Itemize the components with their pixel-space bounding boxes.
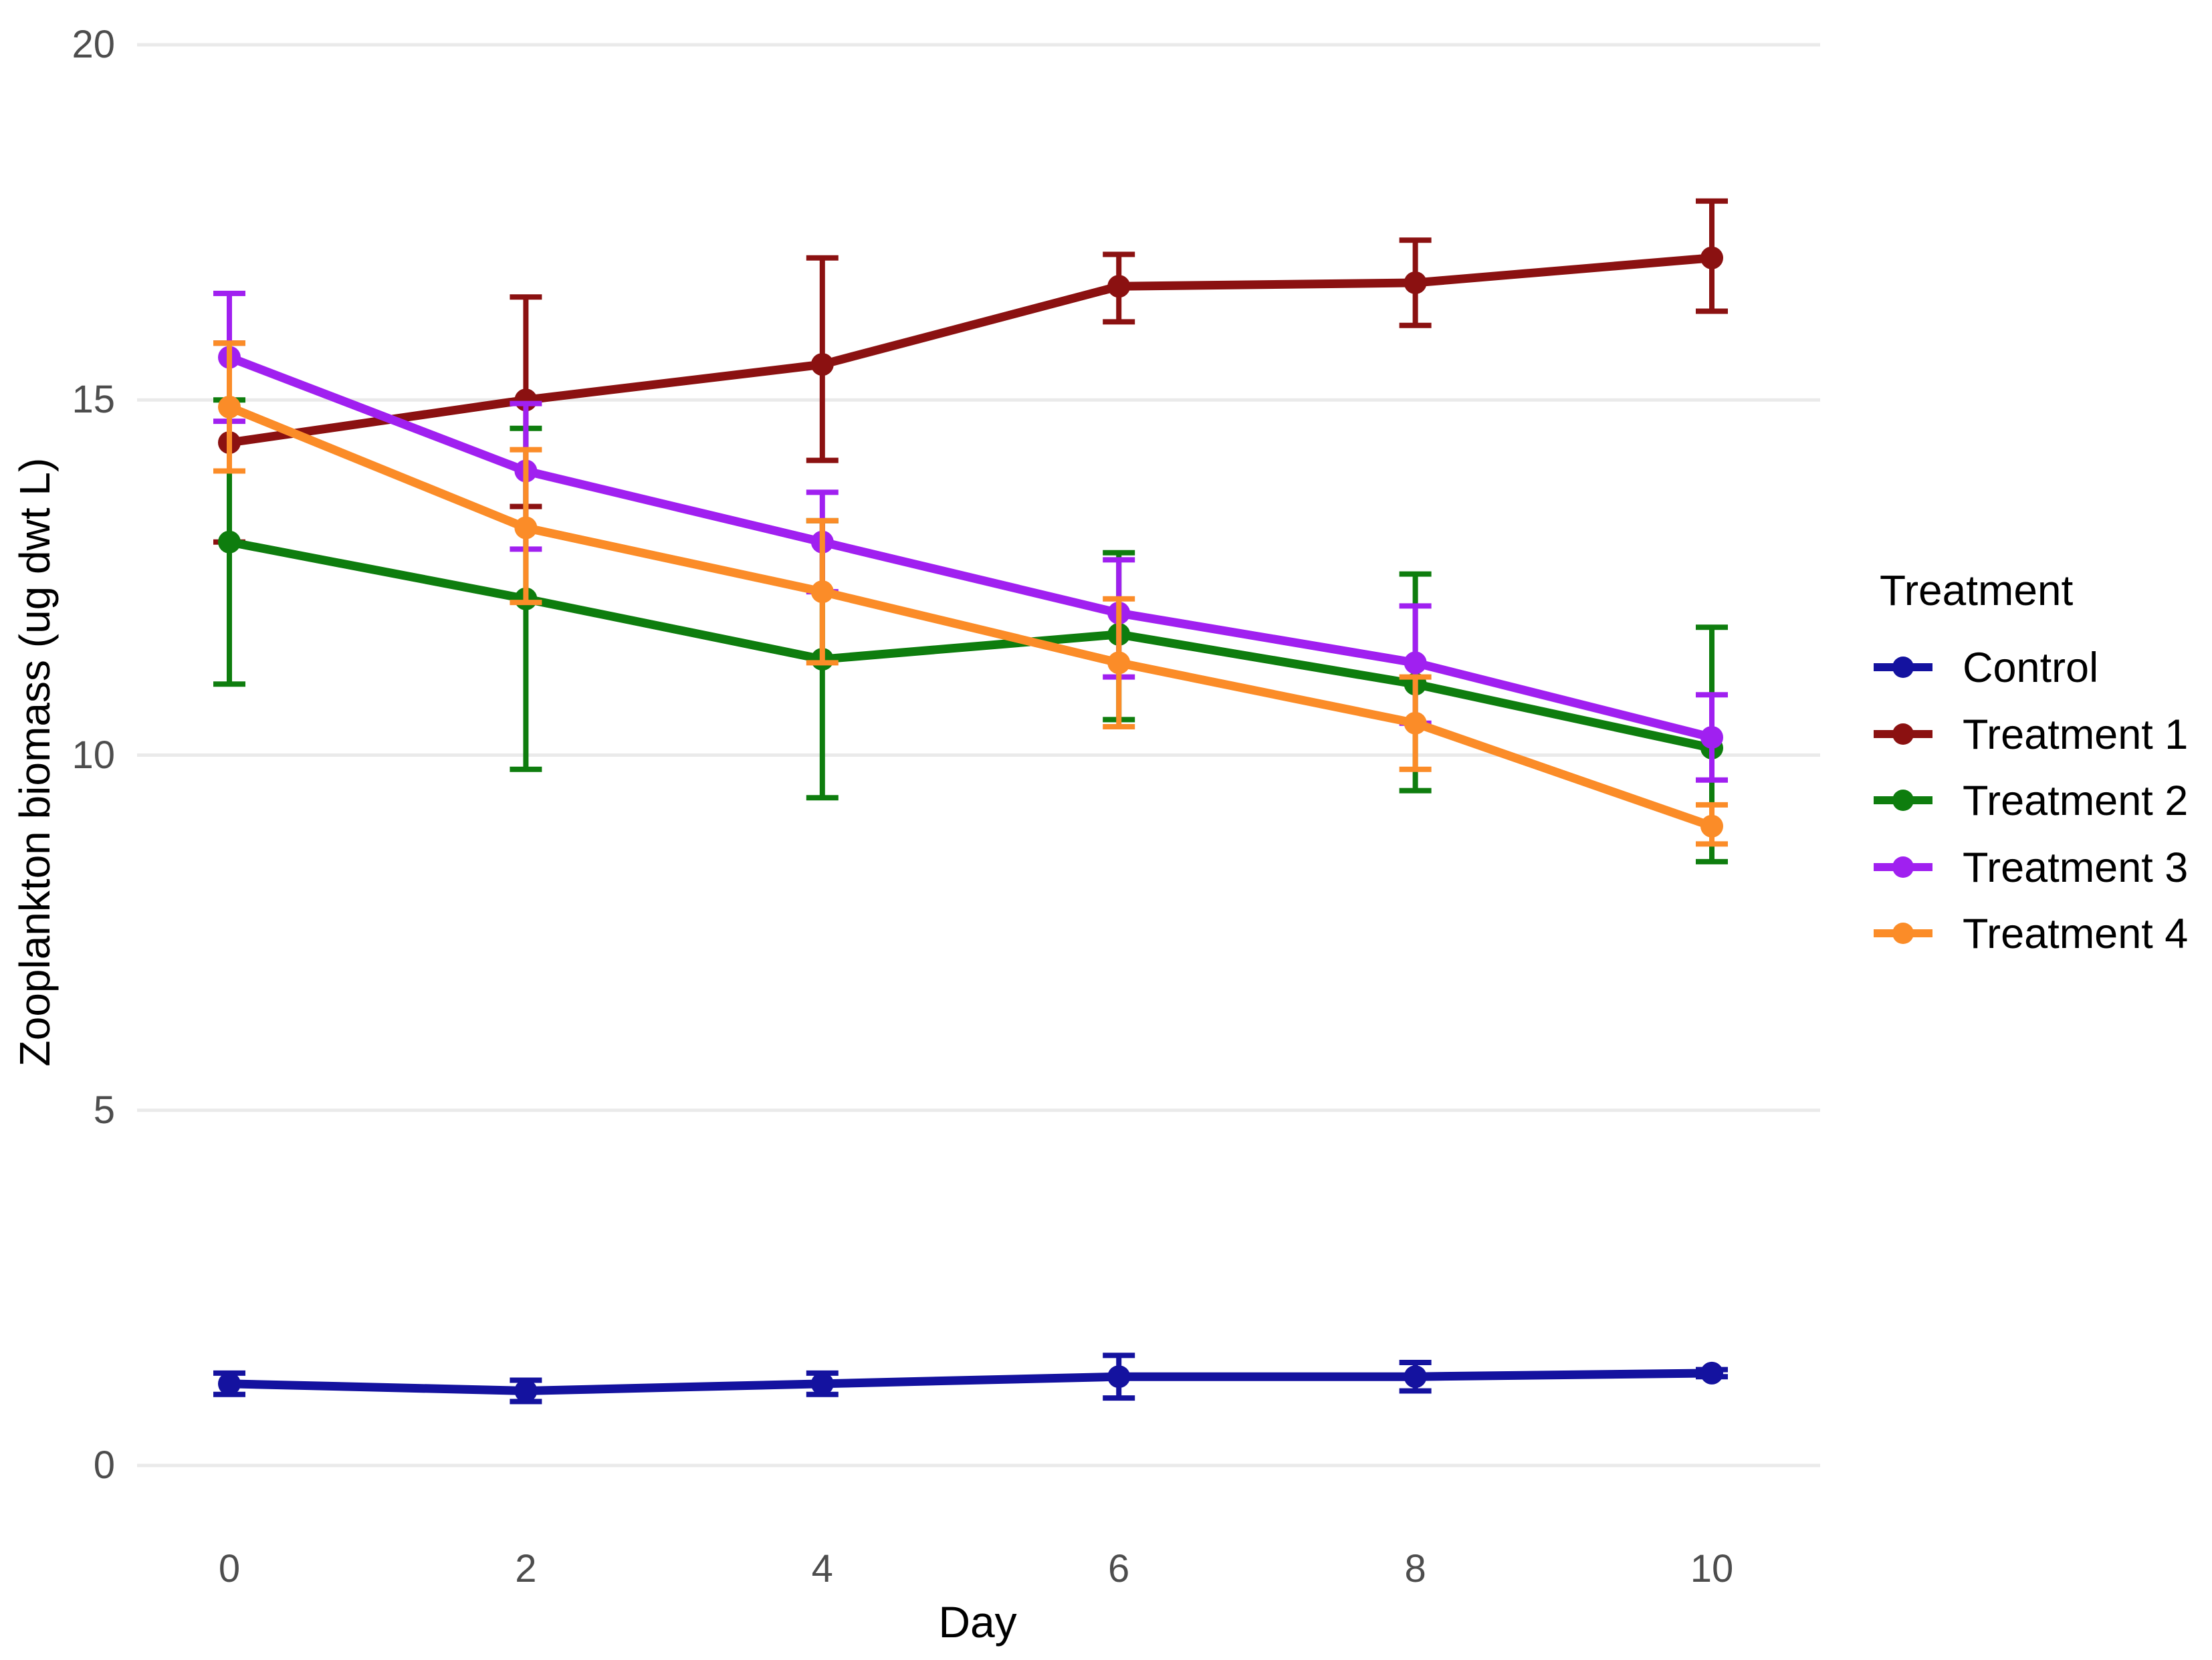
data-point-treatment-4-day-0[interactable]	[218, 395, 241, 419]
data-point-treatment-1-day-8[interactable]	[1404, 271, 1427, 294]
data-point-control-day-6[interactable]	[1107, 1365, 1131, 1389]
series-line-control	[229, 1369, 1712, 1395]
x-axis-title: Day	[938, 1597, 1017, 1647]
legend-key-icon	[1874, 657, 1932, 678]
y-tick-label-0: 0	[93, 1443, 115, 1487]
legend-key-dot	[1892, 790, 1914, 811]
legend-label: Treatment 1	[1963, 711, 2189, 758]
data-point-control-day-10[interactable]	[1700, 1361, 1723, 1385]
data-point-treatment-1-day-4[interactable]	[810, 353, 834, 376]
legend-key-icon	[1874, 856, 1932, 878]
data-point-treatment-4-day-8[interactable]	[1404, 711, 1427, 735]
series-line-treatment-1	[229, 253, 1712, 447]
legend-key-dot	[1892, 723, 1914, 745]
series-line-treatment-2	[228, 538, 1713, 753]
data-point-treatment-4-day-10[interactable]	[1700, 814, 1723, 838]
data-point-treatment-3-day-8[interactable]	[1404, 651, 1427, 675]
series-treatment-3	[213, 290, 1728, 783]
y-axis-title: Zooplankton biomass (ug dwt L)	[11, 457, 59, 1067]
x-tick-label-8: 8	[1404, 1547, 1426, 1590]
legend-title: Treatment	[1880, 566, 2074, 614]
legend-entry-control[interactable]: Control	[1872, 634, 2212, 701]
x-tick-label-0: 0	[218, 1547, 241, 1590]
legend-key-icon	[1874, 723, 1932, 745]
y-tick-label-20: 20	[72, 23, 115, 66]
legend-entry-treatment-2[interactable]: Treatment 2	[1872, 767, 2212, 834]
data-point-control-day-2[interactable]	[514, 1379, 538, 1403]
data-point-control-day-0[interactable]	[218, 1372, 241, 1395]
y-tick-label-10: 10	[72, 733, 115, 777]
data-point-treatment-4-day-4[interactable]	[810, 580, 834, 604]
data-point-treatment-4-day-2[interactable]	[514, 516, 538, 540]
x-tick-label-6: 6	[1108, 1547, 1130, 1590]
gridlines	[137, 43, 1820, 1467]
legend-key-icon	[1874, 790, 1932, 811]
x-tick-label-4: 4	[811, 1547, 833, 1590]
legend-label: Treatment 2	[1963, 778, 2189, 824]
data-point-treatment-2-day-0[interactable]	[218, 530, 241, 554]
legend-entry-treatment-3[interactable]: Treatment 3	[1872, 834, 2212, 901]
data-point-treatment-4-day-6[interactable]	[1107, 651, 1131, 675]
series-line-treatment-4	[227, 402, 1714, 830]
legend-key-icon	[1874, 923, 1932, 944]
x-tick-label-2: 2	[515, 1547, 537, 1590]
y-tick-label-5: 5	[93, 1088, 115, 1132]
data-point-treatment-3-day-10[interactable]	[1700, 725, 1723, 749]
series-line-treatment-3	[227, 353, 1713, 742]
y-tick-label-15: 15	[72, 378, 115, 422]
series-treatment-4	[213, 340, 1728, 847]
legend-entry-treatment-1[interactable]: Treatment 1	[1872, 701, 2212, 767]
legend-label: Control	[1963, 644, 2099, 691]
data-point-treatment-1-day-10[interactable]	[1700, 246, 1723, 269]
x-tick-label-10: 10	[1690, 1547, 1734, 1590]
data-point-treatment-1-day-6[interactable]	[1107, 275, 1131, 298]
legend-entry-treatment-4[interactable]: Treatment 4	[1872, 900, 2212, 967]
legend-label: Treatment 3	[1963, 844, 2189, 891]
data-point-control-day-4[interactable]	[810, 1372, 834, 1395]
legend-key-dot	[1892, 657, 1914, 678]
series-control	[213, 1352, 1728, 1405]
data-point-control-day-8[interactable]	[1404, 1365, 1427, 1389]
legend-key-dot	[1892, 856, 1914, 878]
legend-key-dot	[1892, 923, 1914, 944]
legend-label: Treatment 4	[1963, 911, 2189, 957]
